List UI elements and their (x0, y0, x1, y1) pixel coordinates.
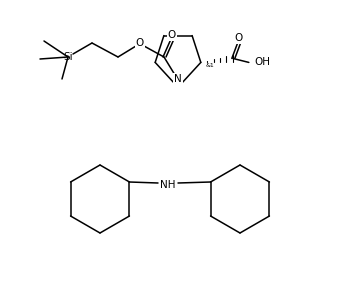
Text: O: O (168, 30, 176, 40)
Text: N: N (174, 74, 182, 84)
Text: OH: OH (255, 57, 271, 67)
Text: NH: NH (160, 180, 176, 190)
Text: Si: Si (63, 52, 73, 62)
Text: O: O (235, 33, 243, 44)
Text: O: O (136, 38, 144, 48)
Text: &1: &1 (206, 63, 214, 68)
